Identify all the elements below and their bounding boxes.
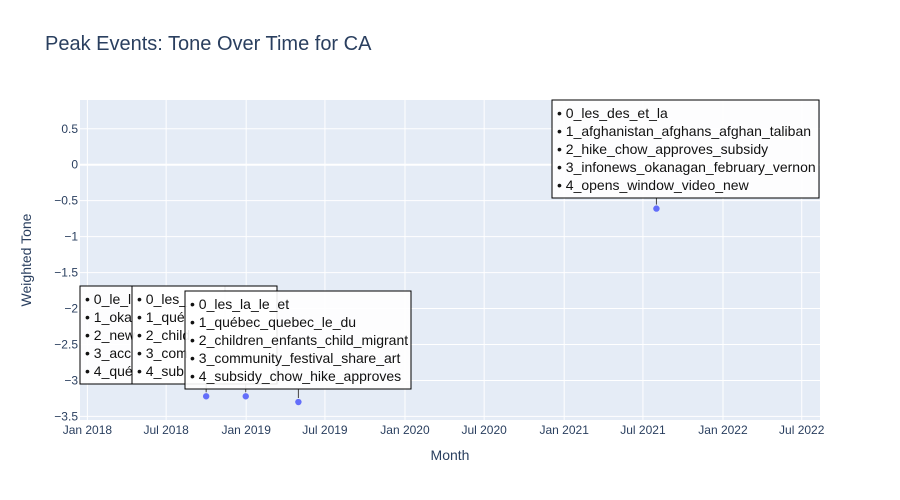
y-tick-label: 0: [71, 158, 78, 172]
y-axis-title: Weighted Tone: [18, 213, 34, 306]
annotation-line: • 1_oka: [85, 309, 132, 325]
annotation-box: • 0_les_des_et_la • 1_afghanistan_afghans…: [551, 99, 820, 205]
x-axis-title: Month: [431, 447, 470, 463]
data-point: [202, 393, 210, 400]
x-tick-label: Jul 2018: [143, 423, 189, 437]
annotation-line: • 3_com: [137, 345, 188, 361]
x-tick-label: Jul 2021: [620, 423, 666, 437]
annotation-background: [551, 99, 820, 199]
data-point: [295, 398, 302, 406]
annotation-line: • 4_subsidy_chow_hike_approves: [190, 368, 401, 384]
annotation-line: • 0_les_la_le_et: [190, 296, 289, 312]
y-tick-label: 0.5: [61, 122, 78, 136]
annotation-line: • 0_le_l: [85, 291, 131, 307]
annotations: • 0_le_l • 1_oka • 2_new • 3_acc • 4_qué • 0_…: [79, 99, 820, 399]
annotation-line: • 3_acc: [85, 345, 131, 361]
annotation-line: • 2_children_enfants_child_migrant: [190, 332, 408, 348]
annotation-line: • 2_new: [85, 327, 136, 343]
y-tick-label: −1.5: [54, 266, 78, 280]
data-points: [202, 205, 660, 406]
x-tick-label: Jul 2020: [461, 423, 507, 437]
x-tick-label: Jan 2018: [63, 423, 113, 437]
x-tick-label: Jan 2019: [221, 423, 271, 437]
annotation-background: [184, 290, 412, 390]
y-axis-ticks: 0.5 0 −0.5 −1 −1.5 −2 −2.5 −3 −3.5: [54, 122, 78, 424]
grid-lines: [80, 100, 820, 420]
x-tick-label: Jan 2020: [380, 423, 430, 437]
data-point: [242, 393, 249, 400]
annotation-box: • 0_les_la_le_et • 1_québec_quebec_le_du •…: [184, 290, 412, 399]
x-tick-label: Jan 2021: [540, 423, 590, 437]
y-tick-label: −2.5: [54, 337, 78, 351]
x-tick-label: Jan 2022: [698, 423, 748, 437]
x-tick-label: Jul 2019: [302, 423, 348, 437]
y-tick-label: −0.5: [54, 194, 78, 208]
x-tick-label: Jul 2022: [779, 423, 825, 437]
annotation-line: • 3_community_festival_share_art: [190, 350, 400, 366]
annotation-line: • 3_infonews_okanagan_february_vernon: [557, 159, 816, 175]
annotation-line: • 1_québec_quebec_le_du: [190, 314, 356, 330]
data-point: [653, 205, 660, 212]
annotation-line: • 0_les_: [137, 291, 187, 307]
annotation-line: • 1_qué: [137, 309, 185, 325]
annotation-line: • 0_les_des_et_la: [557, 105, 668, 121]
x-axis-ticks: Jan 2018 Jul 2018 Jan 2019 Jul 2019 Jan 2020…: [63, 423, 825, 437]
y-tick-label: −2: [64, 302, 78, 316]
annotation-line: • 1_afghanistan_afghans_afghan_taliban: [557, 123, 811, 139]
annotation-line: • 4_qué: [85, 363, 133, 379]
y-tick-label: −3.5: [54, 409, 78, 423]
y-tick-label: −1: [64, 230, 78, 244]
annotation-line: • 2_hike_chow_approves_subsidy: [557, 141, 768, 157]
chart-title: Peak Events: Tone Over Time for CA: [45, 33, 372, 55]
y-tick-label: −3: [64, 373, 78, 387]
annotation-line: • 4_sub: [137, 363, 184, 379]
annotation-line: • 2_child: [137, 327, 190, 343]
annotation-line: • 4_opens_window_video_new: [557, 177, 750, 193]
